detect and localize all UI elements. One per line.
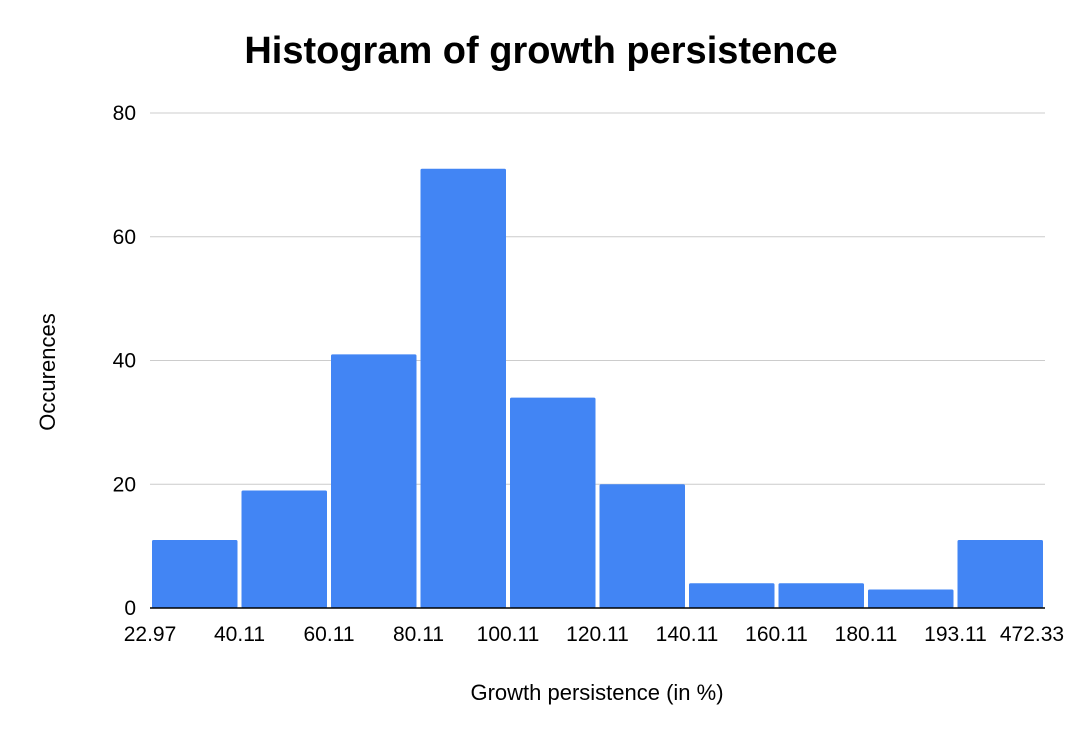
chart-title: Histogram of growth persistence — [244, 30, 838, 72]
histogram-bar-9 — [868, 589, 954, 608]
x-tick-label: 140.11 — [656, 623, 719, 646]
histogram-bar-8 — [778, 583, 864, 608]
y-axis-label: Occurences — [35, 313, 60, 430]
x-tick-labels: 22.97 40.11 60.11 80.11 100.11 120.11 140.11 16… — [124, 623, 1064, 646]
y-tick-label: 60 — [113, 226, 136, 249]
x-tick-label: 100.11 — [477, 623, 540, 646]
y-tick-label: 80 — [113, 102, 136, 125]
bars — [152, 168, 1043, 608]
x-tick-label: 80.11 — [393, 623, 444, 646]
histogram-bar-2 — [241, 490, 327, 608]
x-tick-label: 472.33 — [1000, 623, 1064, 646]
x-tick-label: 22.97 — [124, 623, 177, 646]
y-tick-labels: 0 20 40 60 80 — [113, 102, 136, 620]
y-tick-label: 40 — [113, 350, 136, 373]
x-tick-label: 193.11 — [924, 623, 987, 646]
histogram-bar-3 — [331, 354, 417, 608]
x-tick-label: 180.11 — [835, 623, 898, 646]
y-tick-label: 20 — [113, 473, 136, 496]
y-tick-label: 0 — [124, 597, 136, 620]
histogram-bar-7 — [689, 583, 775, 608]
gridlines — [150, 112, 1045, 485]
x-tick-label: 120.11 — [566, 623, 629, 646]
x-axis-label: Growth persistence (in %) — [470, 680, 723, 705]
histogram-bar-6 — [599, 484, 685, 608]
histogram-bar-10 — [957, 539, 1043, 608]
x-tick-label: 40.11 — [214, 623, 265, 646]
histogram-bar-1 — [152, 539, 238, 608]
histogram-bar-4 — [420, 168, 506, 608]
histogram-bar-5 — [510, 397, 596, 608]
x-tick-label: 60.11 — [304, 623, 355, 646]
x-tick-label: 160.11 — [745, 623, 808, 646]
